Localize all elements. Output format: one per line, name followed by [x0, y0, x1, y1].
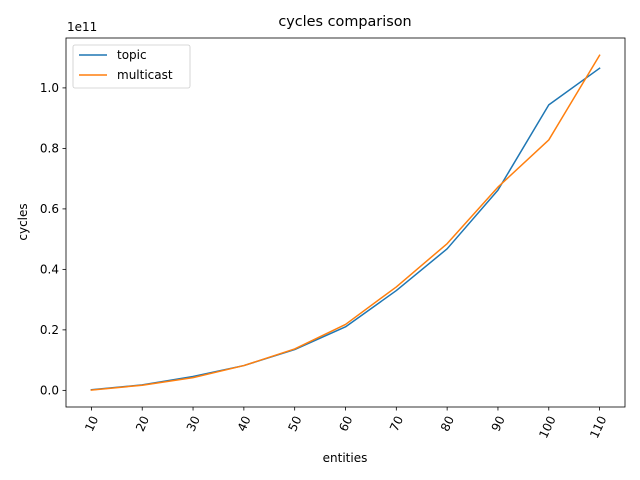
x-tick-label: 70: [387, 414, 406, 434]
x-tick-label: 90: [489, 414, 508, 434]
series-line-topic: [90, 67, 601, 391]
x-tick-label: 60: [336, 414, 355, 434]
y-tick-label: 0.8: [40, 141, 59, 155]
y-offset-label: 1e11: [67, 20, 97, 34]
y-tick-label: 0.4: [40, 262, 59, 276]
x-tick-label: 80: [438, 414, 457, 434]
y-tick-label: 0.6: [40, 202, 59, 216]
plot-frame: [65, 37, 626, 408]
y-axis-label: cycles: [16, 203, 30, 240]
x-tick-label: 40: [235, 414, 254, 434]
y-tick-label: 0.0: [40, 383, 59, 397]
y-tick-label: 0.2: [40, 323, 59, 337]
x-axis-label: entities: [323, 451, 368, 465]
legend-label-multicast: multicast: [117, 68, 173, 82]
chart-title: cycles comparison: [278, 14, 411, 30]
x-tick-label: 10: [82, 414, 101, 434]
x-tick-label: 20: [133, 414, 152, 434]
y-tick-label: 1.0: [40, 81, 59, 95]
legend-label-topic: topic: [117, 48, 147, 62]
legend: topic multicast: [72, 44, 191, 89]
series-line-multicast: [90, 54, 601, 391]
x-tick-label: 50: [285, 414, 304, 434]
x-tick-label: 30: [184, 414, 203, 434]
